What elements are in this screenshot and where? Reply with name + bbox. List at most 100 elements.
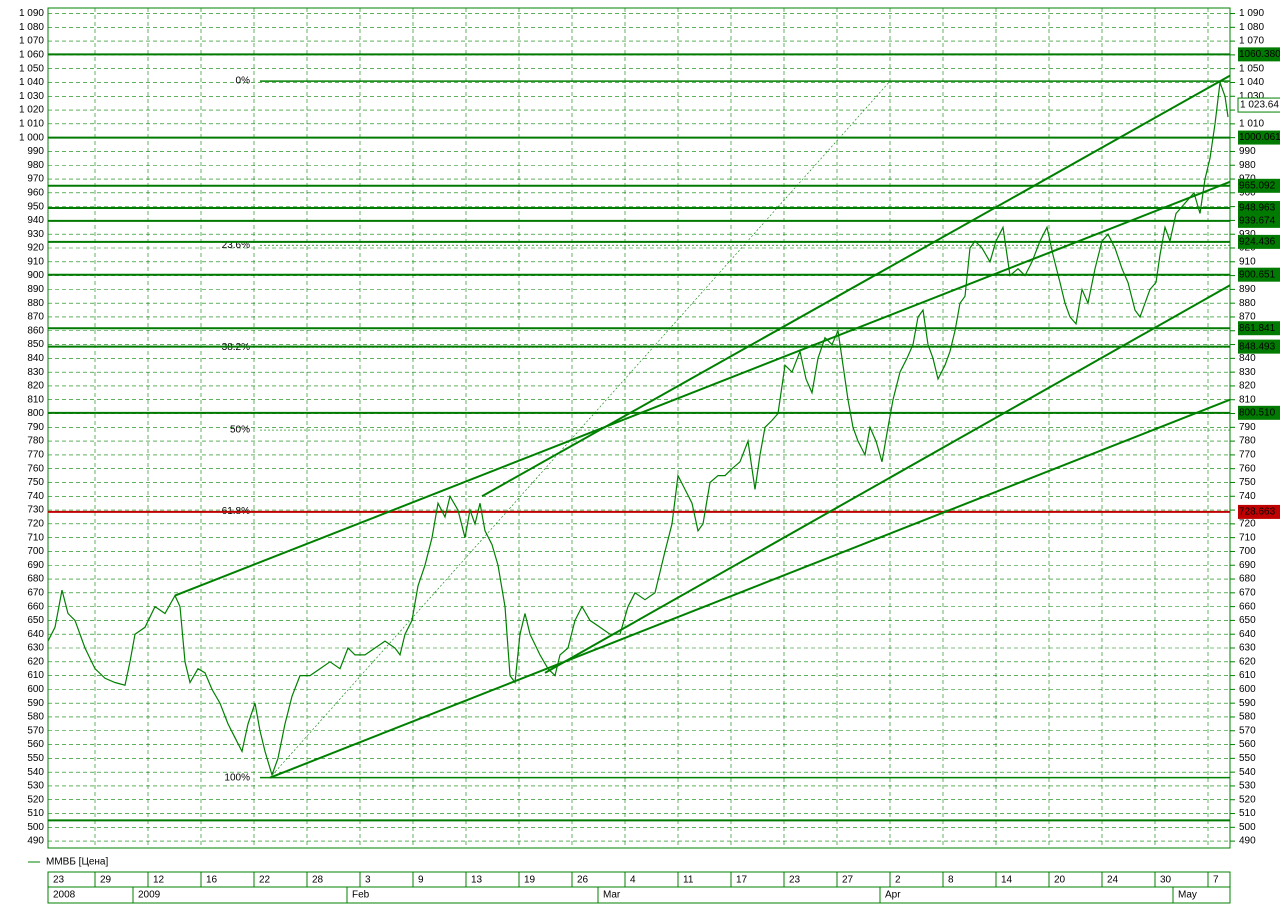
y2-tick-label: 610: [1239, 670, 1256, 681]
y2-tick-label: 990: [1239, 146, 1256, 157]
y-tick-label: 860: [27, 325, 44, 336]
x-tick-label: 27: [842, 875, 854, 886]
y-tick-label: 510: [27, 808, 44, 819]
y-tick-label: 760: [27, 463, 44, 474]
y2-tick-label: 760: [1239, 463, 1256, 474]
y2-tick-label: 620: [1239, 656, 1256, 667]
y-tick-label: 870: [27, 312, 44, 323]
y2-tick-label: 750: [1239, 477, 1256, 488]
y-tick-label: 740: [27, 491, 44, 502]
y-tick-label: 750: [27, 477, 44, 488]
x-tick-label: 9: [418, 875, 424, 886]
y-tick-label: 490: [27, 836, 44, 847]
y-tick-label: 660: [27, 601, 44, 612]
fib-label: 50%: [230, 425, 250, 436]
level-badge: [1238, 130, 1280, 145]
x-tick-label: 7: [1213, 875, 1219, 886]
month-label: 2009: [138, 890, 161, 901]
month-label: Mar: [603, 890, 621, 901]
y-tick-label: 840: [27, 353, 44, 364]
y2-tick-label: 720: [1239, 519, 1256, 530]
y-tick-label: 630: [27, 643, 44, 654]
y-tick-label: 970: [27, 174, 44, 185]
y2-tick-label: 1 040: [1239, 77, 1264, 88]
x-tick-label: 19: [524, 875, 536, 886]
y2-tick-label: 780: [1239, 436, 1256, 447]
month-label: Feb: [352, 890, 370, 901]
trendline: [481, 74, 1231, 498]
level-label: 728.663: [1239, 507, 1276, 518]
y2-tick-label: 520: [1239, 794, 1256, 805]
y2-tick-label: 640: [1239, 629, 1256, 640]
y-tick-label: 530: [27, 781, 44, 792]
y-tick-label: 590: [27, 698, 44, 709]
y-tick-label: 650: [27, 615, 44, 626]
x-tick-label: 20: [1054, 875, 1066, 886]
y2-tick-label: 490: [1239, 836, 1256, 847]
fib-label: 23.6%: [222, 240, 250, 251]
y-tick-label: 930: [27, 229, 44, 240]
y-tick-label: 890: [27, 284, 44, 295]
y2-tick-label: 930: [1239, 229, 1256, 240]
y-tick-label: 560: [27, 739, 44, 750]
y2-tick-label: 1 030: [1239, 91, 1264, 102]
y2-tick-label: 890: [1239, 284, 1256, 295]
y2-tick-label: 550: [1239, 753, 1256, 764]
y-tick-label: 680: [27, 574, 44, 585]
y2-tick-label: 840: [1239, 353, 1256, 364]
y2-tick-label: 790: [1239, 422, 1256, 433]
level-badge: [1238, 339, 1280, 354]
y2-tick-label: 770: [1239, 450, 1256, 461]
y2-tick-label: 680: [1239, 574, 1256, 585]
month-label: May: [1178, 890, 1197, 901]
y-tick-label: 580: [27, 712, 44, 723]
y-tick-label: 830: [27, 367, 44, 378]
y-tick-label: 640: [27, 629, 44, 640]
level-badge: [1238, 213, 1280, 228]
y-tick-label: 690: [27, 560, 44, 571]
x-tick-label: 26: [577, 875, 589, 886]
y2-tick-label: 700: [1239, 546, 1256, 557]
y-tick-label: 1 080: [19, 22, 44, 33]
x-tick-label: 17: [736, 875, 748, 886]
level-badge: [1238, 47, 1280, 62]
x-tick-label: 14: [1001, 875, 1013, 886]
level-badge: [1238, 234, 1280, 249]
y2-tick-label: 880: [1239, 298, 1256, 309]
y-tick-label: 780: [27, 436, 44, 447]
trendline: [174, 180, 1231, 597]
last-price-label: 1 023.64: [1240, 100, 1279, 111]
y-tick-label: 1 070: [19, 36, 44, 47]
y2-tick-label: 960: [1239, 187, 1256, 198]
y2-tick-label: 1 090: [1239, 8, 1264, 19]
y-tick-label: 610: [27, 670, 44, 681]
level-label: 965.092: [1239, 180, 1276, 191]
fib-label: 100%: [224, 772, 250, 783]
y-tick-label: 810: [27, 394, 44, 405]
x-tick-label: 4: [630, 875, 636, 886]
y2-tick-label: 650: [1239, 615, 1256, 626]
level-badge: [1238, 321, 1280, 336]
y-tick-label: 670: [27, 587, 44, 598]
level-label: 1060.380: [1239, 49, 1280, 60]
y-tick-label: 940: [27, 215, 44, 226]
y2-tick-label: 530: [1239, 781, 1256, 792]
x-tick-label: 8: [948, 875, 954, 886]
y2-tick-label: 810: [1239, 394, 1256, 405]
y-tick-label: 1 090: [19, 8, 44, 19]
y-tick-label: 920: [27, 243, 44, 254]
month-label: Apr: [885, 890, 901, 901]
y2-tick-label: 540: [1239, 767, 1256, 778]
y2-tick-label: 670: [1239, 587, 1256, 598]
price-line: [47, 82, 1229, 777]
level-badge: [1238, 201, 1280, 216]
y-tick-label: 1 020: [19, 105, 44, 116]
trendline: [544, 284, 1231, 674]
level-label: 800.510: [1239, 407, 1276, 418]
y2-tick-label: 830: [1239, 367, 1256, 378]
x-tick-label: 12: [153, 875, 165, 886]
y-tick-label: 990: [27, 146, 44, 157]
y2-tick-label: 510: [1239, 808, 1256, 819]
x-tick-label: 29: [100, 875, 112, 886]
y-tick-label: 620: [27, 656, 44, 667]
